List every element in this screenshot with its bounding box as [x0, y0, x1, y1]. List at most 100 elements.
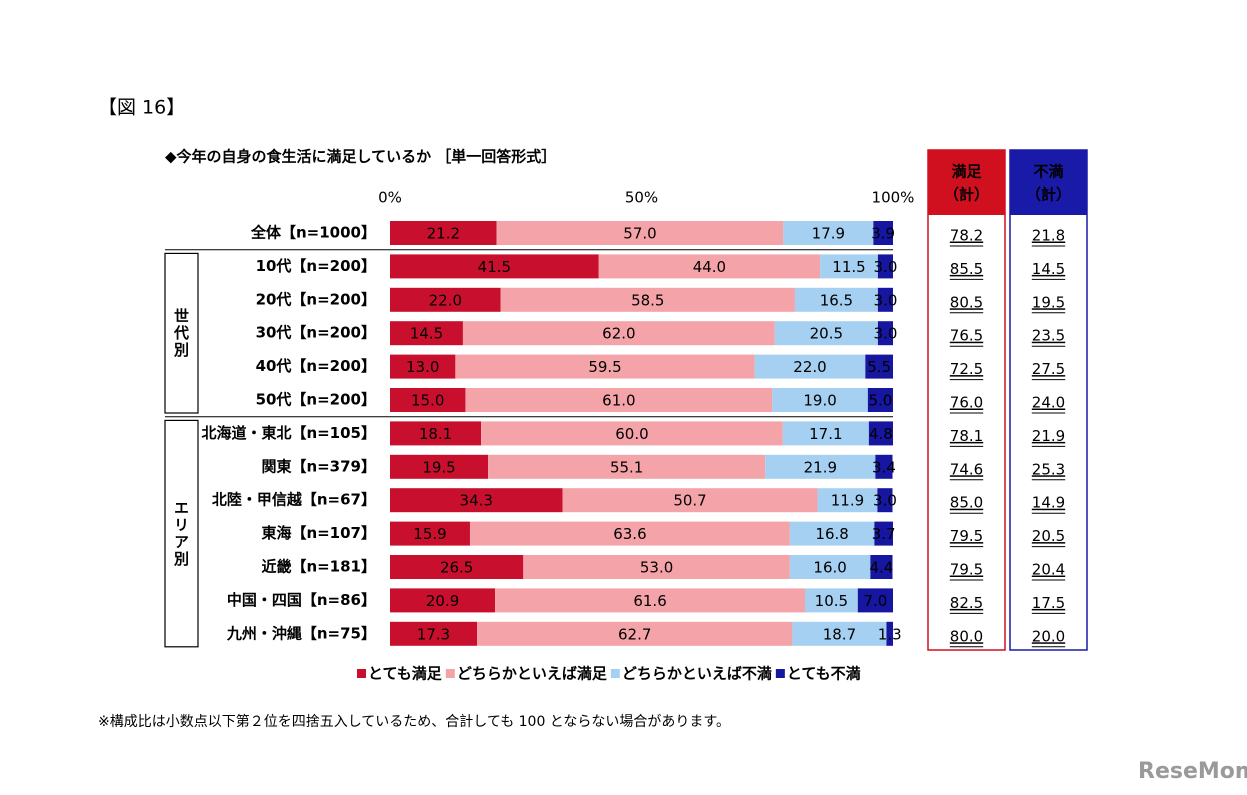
bar-segment — [390, 254, 599, 279]
group-label: エリア別 — [172, 500, 190, 568]
value-label: 22.0 — [793, 358, 826, 376]
value-label: 53.0 — [640, 559, 673, 577]
bar-segment — [817, 488, 878, 513]
bar-segment — [523, 555, 790, 579]
totals-value: 20.4 — [1032, 561, 1065, 579]
bar-segment — [469, 521, 790, 546]
totals-value: 79.5 — [950, 561, 983, 579]
category-label: 20代【n=200】 — [256, 290, 376, 308]
bar-segment — [390, 521, 470, 546]
totals-value: 21.9 — [1032, 427, 1065, 445]
bar-segment — [500, 287, 795, 312]
totals-value: 80.5 — [950, 293, 983, 311]
bar-segment — [820, 254, 878, 279]
legend-label: どちらかといえば不満 — [622, 665, 772, 683]
value-label: 20.9 — [426, 592, 459, 610]
bar-segment — [465, 388, 773, 412]
bar-segment — [754, 354, 866, 379]
totals-box — [927, 149, 1006, 651]
totals-value: 76.5 — [950, 327, 983, 345]
value-label: 11.5 — [832, 258, 865, 276]
value-label: 16.8 — [815, 525, 848, 543]
totals-value: 25.3 — [1032, 460, 1065, 478]
bar-segment — [390, 488, 563, 513]
totals-value: 72.5 — [950, 360, 983, 378]
value-label: 16.0 — [813, 559, 846, 577]
totals-value: 20.5 — [1032, 527, 1065, 545]
bar-segment — [877, 254, 893, 279]
totals-title: （計） — [1026, 186, 1071, 204]
bar-segment — [390, 454, 489, 479]
category-label: 30代【n=200】 — [256, 324, 376, 342]
chart-title: ◆今年の自身の食生活に満足しているか ［単一回答形式］ — [165, 148, 556, 166]
bar-segment — [496, 221, 784, 245]
value-label: 62.7 — [618, 625, 651, 643]
totals-value: 76.0 — [950, 394, 983, 412]
value-label: 5.0 — [868, 392, 892, 410]
totals-value: 19.5 — [1032, 293, 1065, 311]
bar-segment — [783, 221, 874, 245]
value-label: 10.5 — [815, 592, 848, 610]
category-label: 北陸・甲信越【n=67】 — [212, 491, 376, 509]
category-label: 九州・沖縄【n=75】 — [226, 624, 376, 642]
bar-segment — [390, 354, 456, 379]
bar-segment — [481, 421, 783, 446]
value-label: 59.5 — [588, 358, 621, 376]
totals-value: 74.6 — [950, 460, 983, 478]
x-tick-label: 50% — [625, 189, 658, 207]
value-label: 55.1 — [610, 458, 643, 476]
watermark: ReseMom — [1138, 759, 1247, 784]
value-label: 14.5 — [410, 325, 443, 343]
group-box — [164, 419, 199, 648]
value-label: 62.0 — [602, 325, 635, 343]
bar-segment — [390, 287, 501, 312]
totals-value: 14.9 — [1032, 494, 1065, 512]
value-label: 3.0 — [874, 258, 898, 276]
bar-segment — [390, 221, 497, 245]
category-label: 全体【n=1000】 — [250, 224, 376, 242]
bar-segment — [870, 555, 893, 579]
value-label: 18.1 — [419, 425, 452, 443]
bar-segment — [462, 321, 775, 346]
bar-segment — [886, 621, 893, 646]
totals-value: 27.5 — [1032, 360, 1065, 378]
bar-segment — [875, 454, 893, 479]
value-label: 61.6 — [633, 592, 666, 610]
value-label: 17.3 — [417, 625, 450, 643]
category-label: 40代【n=200】 — [256, 357, 376, 375]
totals-value: 82.5 — [950, 594, 983, 612]
bar-segment — [877, 321, 893, 346]
category-label: 10代【n=200】 — [256, 257, 376, 275]
value-label: 50.7 — [673, 492, 706, 510]
value-label: 20.5 — [810, 325, 843, 343]
totals-header — [928, 150, 1005, 215]
value-label: 19.5 — [422, 458, 455, 476]
bar-segment — [874, 521, 893, 546]
bar-segment — [774, 321, 878, 346]
value-label: 15.9 — [413, 525, 446, 543]
value-label: 44.0 — [693, 258, 726, 276]
x-tick-label: 0% — [378, 189, 402, 207]
totals-header — [1010, 150, 1087, 215]
value-label: 3.4 — [872, 458, 896, 476]
value-label: 3.0 — [874, 291, 898, 309]
value-label: 13.0 — [406, 358, 439, 376]
totals-box — [1009, 149, 1088, 651]
bar-segment — [789, 521, 875, 546]
group-box — [164, 252, 199, 414]
value-label: 57.0 — [623, 225, 656, 243]
bar-segment — [390, 421, 482, 446]
bar-segment — [782, 421, 869, 446]
value-label: 3.9 — [871, 225, 895, 243]
category-label: 関東【n=379】 — [261, 457, 376, 475]
value-label: 4.8 — [869, 425, 893, 443]
totals-value: 79.5 — [950, 527, 983, 545]
bar-segment — [455, 354, 755, 379]
value-label: 11.9 — [831, 492, 864, 510]
bar-segment — [877, 287, 893, 312]
value-label: 41.5 — [478, 258, 511, 276]
bar-segment — [789, 555, 871, 579]
value-label: 3.0 — [873, 492, 897, 510]
legend-label: どちらかといえば満足 — [457, 665, 608, 683]
bar-segment — [772, 388, 868, 412]
